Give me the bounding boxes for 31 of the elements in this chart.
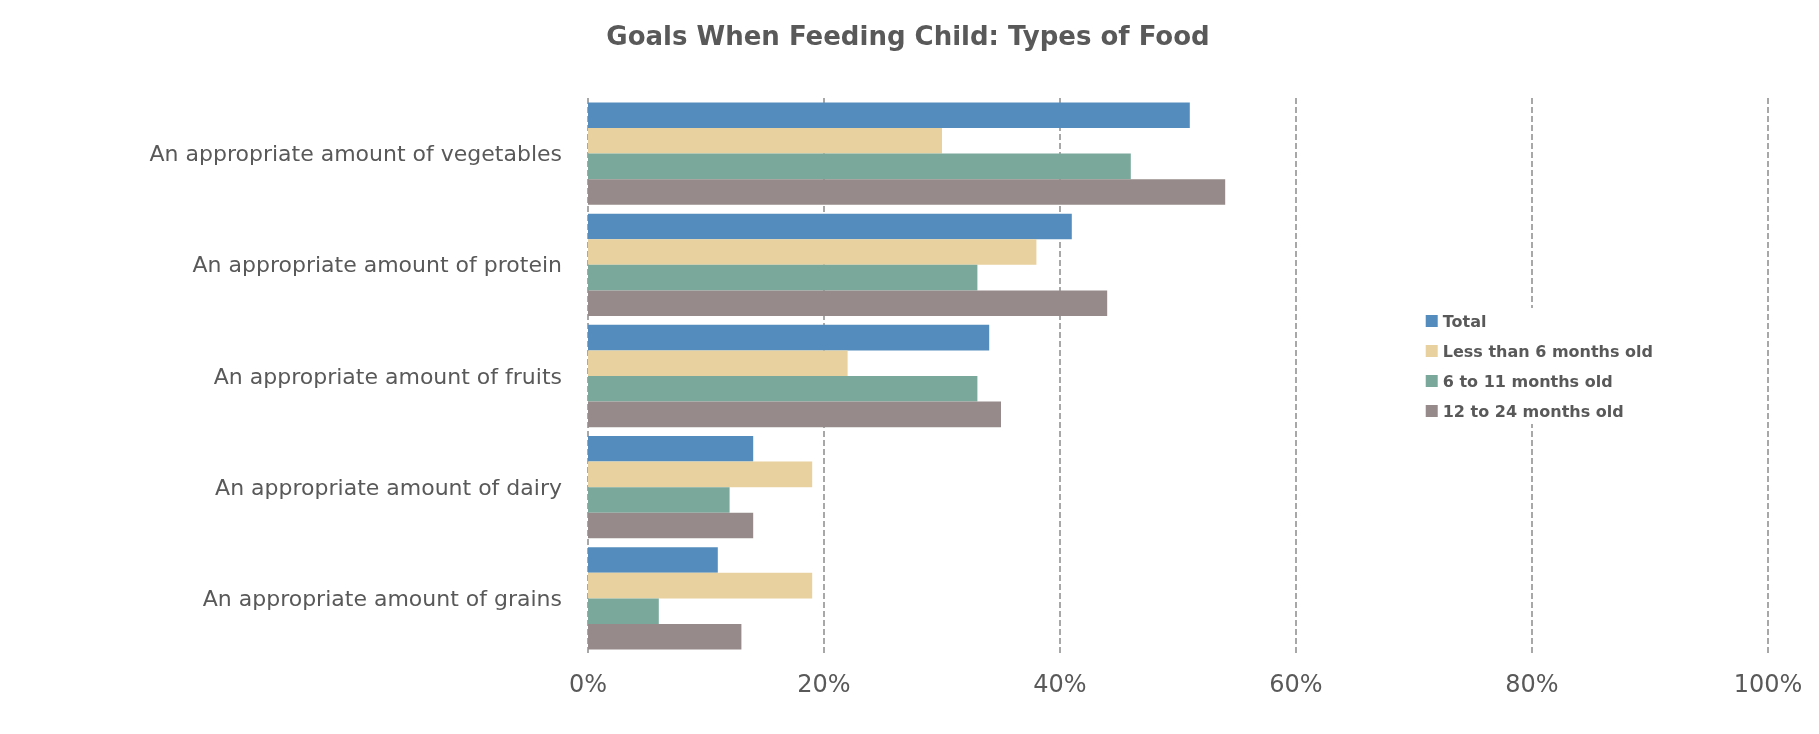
legend-label: 12 to 24 months old bbox=[1442, 401, 1624, 421]
y-tick-label: An appropriate amount of vegetables bbox=[149, 141, 562, 167]
y-tick-label: An appropriate amount of dairy bbox=[215, 474, 562, 500]
bar bbox=[588, 239, 1037, 265]
y-tick-label: An appropriate amount of protein bbox=[192, 252, 562, 278]
legend-label: 6 to 11 months old bbox=[1442, 371, 1613, 391]
bar bbox=[588, 324, 990, 351]
bar bbox=[588, 102, 1190, 129]
bar bbox=[588, 350, 848, 376]
bar bbox=[588, 572, 813, 599]
x-tick-label: 20% bbox=[797, 670, 851, 698]
bar bbox=[588, 153, 1131, 180]
bar bbox=[588, 598, 659, 624]
legend-label: Total bbox=[1442, 311, 1487, 331]
bar bbox=[588, 461, 813, 488]
legend-label: Less than 6 months old bbox=[1442, 341, 1653, 361]
y-tick-label: An appropriate amount of grains bbox=[202, 585, 562, 611]
x-tick-label: 40% bbox=[1033, 670, 1087, 698]
x-tick-label: 60% bbox=[1269, 670, 1323, 698]
chart-title: Goals When Feeding Child: Types of Food bbox=[606, 21, 1210, 51]
x-tick-label: 100% bbox=[1733, 670, 1803, 698]
bar bbox=[588, 487, 730, 513]
bar bbox=[588, 547, 718, 573]
x-tick-label: 0% bbox=[568, 670, 608, 698]
bar bbox=[588, 128, 942, 154]
bar bbox=[588, 436, 754, 462]
x-tick-label: 80% bbox=[1505, 670, 1559, 698]
bar bbox=[588, 264, 978, 291]
y-tick-label: An appropriate amount of fruits bbox=[213, 363, 562, 389]
bar bbox=[588, 213, 1072, 240]
bar bbox=[588, 376, 978, 402]
